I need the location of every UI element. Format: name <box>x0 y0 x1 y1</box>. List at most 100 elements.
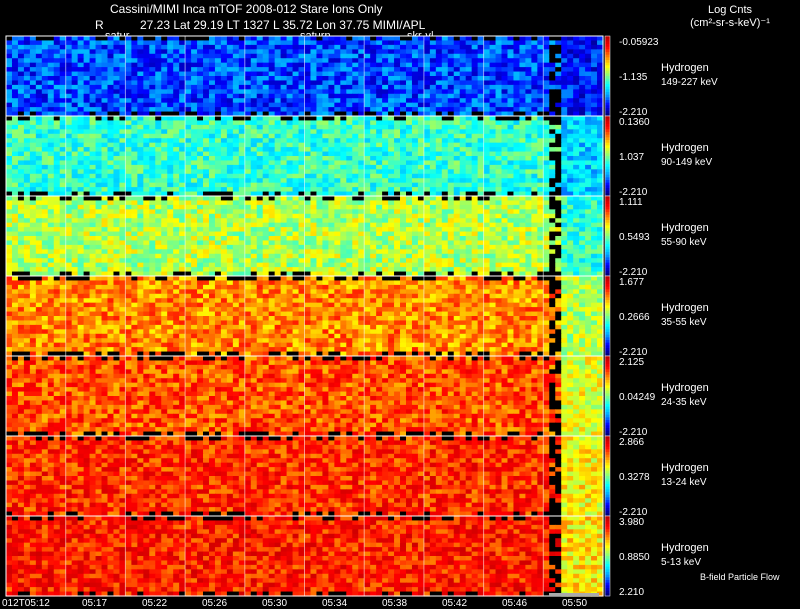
heatmap-cell <box>167 36 174 42</box>
heatmap-cell <box>322 67 329 73</box>
heatmap-cell <box>107 116 115 122</box>
heatmap-cell <box>543 36 550 42</box>
heatmap-cell <box>358 36 365 42</box>
heatmap-cell <box>423 44 431 50</box>
heatmap-cell <box>65 236 73 242</box>
heatmap-cell <box>11 124 19 130</box>
heatmap-cell <box>11 191 19 197</box>
heatmap-cell <box>328 222 335 228</box>
heatmap-cell <box>453 196 461 202</box>
heatmap-cell <box>370 58 377 64</box>
heatmap-cell <box>244 49 252 55</box>
heatmap-cell <box>185 147 192 153</box>
heatmap-cell <box>262 53 270 59</box>
heatmap-cell <box>477 62 485 68</box>
heatmap-cell <box>447 236 455 242</box>
heatmap-cell <box>519 120 526 126</box>
heatmap-cell <box>417 209 425 215</box>
heatmap-cell <box>6 222 13 228</box>
heatmap-cell <box>208 236 216 242</box>
heatmap-cell <box>292 80 300 86</box>
heatmap-cell <box>513 93 521 99</box>
heatmap-cell <box>262 204 270 210</box>
heatmap-cell <box>71 173 79 179</box>
heatmap-cell <box>119 222 126 228</box>
heatmap-cell <box>376 40 383 46</box>
heatmap-cell <box>83 89 91 95</box>
heatmap-cell <box>543 178 550 184</box>
heatmap-cell <box>59 169 67 175</box>
heatmap-cell <box>388 196 395 202</box>
heatmap-cell <box>370 80 377 86</box>
heatmap-cell <box>322 40 329 46</box>
heatmap-cell <box>447 249 455 255</box>
heatmap-cell <box>417 124 425 130</box>
heatmap-cell <box>167 129 174 135</box>
heatmap-cell <box>573 44 580 50</box>
heatmap-cell <box>226 164 234 170</box>
heatmap-cell <box>232 240 240 246</box>
heatmap-cell <box>89 156 97 162</box>
heatmap-cell <box>17 107 25 113</box>
heatmap-cell <box>89 218 97 224</box>
heatmap-cell <box>47 44 55 50</box>
heatmap-cell <box>382 58 389 64</box>
heatmap-cell <box>388 218 395 224</box>
heatmap-cell <box>17 142 25 148</box>
heatmap-cell <box>555 138 562 144</box>
heatmap-cell <box>292 107 300 113</box>
heatmap-cell <box>388 71 395 77</box>
heatmap-cell <box>465 58 473 64</box>
heatmap-cell <box>364 227 371 233</box>
heatmap-cell <box>220 124 228 130</box>
heatmap-cell <box>143 98 150 104</box>
heatmap-cell <box>567 156 574 162</box>
heatmap-cell <box>501 227 509 233</box>
heatmap-cell <box>238 191 246 197</box>
heatmap-cell <box>292 236 300 242</box>
heatmap-cell <box>298 107 306 113</box>
heatmap-cell <box>346 133 353 139</box>
heatmap-cell <box>507 187 515 193</box>
heatmap-cell <box>250 244 258 250</box>
heatmap-cell <box>17 164 25 170</box>
heatmap-cell <box>179 200 186 206</box>
heatmap-cell <box>167 89 174 95</box>
heatmap-cell <box>388 160 395 166</box>
heatmap-cell <box>453 209 461 215</box>
heatmap-cell <box>179 227 186 233</box>
heatmap-cell <box>471 147 479 153</box>
heatmap-cell <box>35 111 43 117</box>
heatmap-cell <box>591 111 598 117</box>
heatmap-cell <box>549 133 556 139</box>
heatmap-cell <box>382 191 389 197</box>
heatmap-cell <box>280 120 288 126</box>
heatmap-cell <box>107 200 115 206</box>
heatmap-cell <box>555 182 562 188</box>
heatmap-cell <box>537 98 544 104</box>
heatmap-cell <box>59 209 67 215</box>
heatmap-cell <box>11 253 19 259</box>
heatmap-cell <box>352 49 359 55</box>
heatmap-cell <box>280 231 288 237</box>
heatmap-cell <box>561 84 568 90</box>
heatmap-cell <box>125 222 132 228</box>
heatmap-cell <box>394 53 401 59</box>
heatmap-cell <box>77 178 85 184</box>
heatmap-cell <box>83 209 91 215</box>
heatmap-cell <box>519 49 526 55</box>
heatmap-cell <box>29 138 37 144</box>
colorbar-segment <box>605 60 610 64</box>
heatmap-cell <box>567 80 574 86</box>
heatmap-cell <box>388 164 395 170</box>
heatmap-cell <box>113 178 121 184</box>
heatmap-cell <box>274 89 282 95</box>
heatmap-cell <box>549 156 556 162</box>
heatmap-cell <box>549 231 556 237</box>
heatmap-cell <box>573 76 580 82</box>
heatmap-cell <box>197 160 204 166</box>
heatmap-cell <box>203 156 210 162</box>
heatmap-cell <box>489 53 497 59</box>
heatmap-cell <box>555 36 562 42</box>
colorbar-segment <box>605 41 610 45</box>
